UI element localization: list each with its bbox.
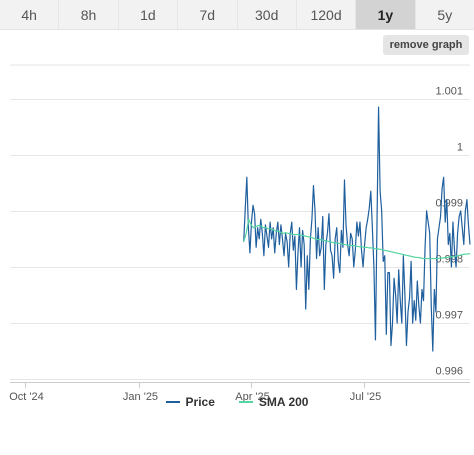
legend-item-price[interactable]: Price	[165, 395, 215, 409]
x-tick-label: Apr '25	[235, 391, 270, 403]
chart-legend: Price SMA 200	[0, 393, 474, 411]
legend-swatch-price	[165, 401, 180, 403]
tab-1y[interactable]: 1y	[356, 0, 416, 29]
tab-120d[interactable]: 120d	[297, 0, 357, 29]
price-line	[243, 106, 471, 352]
tab-8h[interactable]: 8h	[59, 0, 119, 29]
x-tick-label: Jul '25	[350, 391, 381, 403]
tab-5y[interactable]: 5y	[437, 6, 453, 23]
y-tick-label: 1.001	[435, 86, 463, 98]
legend-swatch-sma	[238, 401, 253, 403]
sma-200-line	[243, 218, 471, 260]
tab-1d[interactable]: 1d	[119, 0, 179, 29]
legend-label-price: Price	[185, 395, 215, 409]
remove-graph-button[interactable]: remove graph	[383, 35, 469, 55]
y-tick-label: 0.996	[435, 366, 463, 378]
y-tick-label: 0.997	[435, 310, 463, 322]
tab-7d[interactable]: 7d	[178, 0, 238, 29]
y-tick-label: 0.999	[435, 198, 463, 210]
legend-label-sma: SMA 200	[258, 395, 309, 409]
legend-item-sma[interactable]: SMA 200	[238, 395, 309, 409]
tab-30d[interactable]: 30d	[238, 0, 297, 29]
tab-4h[interactable]: 4h	[0, 0, 60, 29]
timeframe-tabs: 4h 8h 1d 7d 30d 120d 1y 5y	[0, 0, 474, 30]
x-tick-label: Jan '25	[123, 391, 158, 403]
x-tick-label: Oct '24	[9, 391, 44, 403]
y-tick-label: 1	[457, 142, 463, 154]
